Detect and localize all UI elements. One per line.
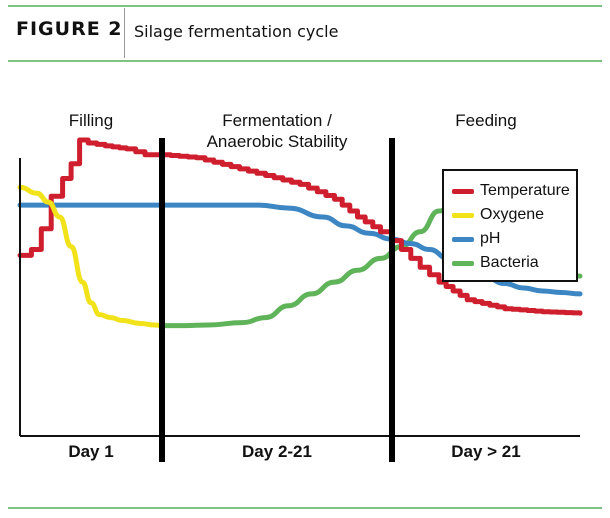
header-bottom-rule: [8, 60, 602, 62]
legend-label-temperature: Temperature: [480, 182, 570, 199]
top-rule: [8, 5, 602, 7]
phase-label-1-line-1: Filling: [69, 111, 113, 130]
x-tick-label-2: Day 2-21: [242, 442, 312, 461]
legend: Temperature Oxygene pH Bacteria: [442, 169, 578, 282]
header-separator: [124, 8, 125, 58]
x-tick-label-3: Day > 21: [451, 442, 520, 461]
chart-area: Filling Fermentation / Anaerobic Stability…: [17, 111, 583, 462]
legend-label-ph: pH: [480, 230, 501, 247]
figure-title: Silage fermentation cycle: [134, 22, 339, 41]
series-line-temperature: [17, 137, 583, 316]
legend-item-bacteria: Bacteria: [452, 251, 576, 275]
legend-swatch-temperature: [452, 188, 474, 194]
figure-label: FIGURE 2: [16, 18, 123, 40]
legend-label-bacteria: Bacteria: [480, 254, 539, 271]
x-tick-label-1: Day 1: [68, 442, 113, 461]
series-line-ph: [17, 202, 583, 297]
legend-swatch-ph: [452, 236, 474, 242]
phase-label-2-line-1: Fermentation /: [222, 111, 332, 130]
legend-item-temperature: Temperature: [452, 179, 576, 203]
phase-label-2-line-2: Anaerobic Stability: [207, 132, 348, 151]
series-line-oxygene: [17, 184, 165, 329]
legend-item-oxygene: Oxygene: [452, 203, 576, 227]
phase-label-3-line-1: Feeding: [455, 111, 516, 130]
bottom-rule: [8, 507, 602, 509]
legend-item-ph: pH: [452, 227, 576, 251]
legend-swatch-oxygene: [452, 212, 474, 218]
legend-label-oxygene: Oxygene: [480, 206, 545, 223]
legend-swatch-bacteria: [452, 260, 474, 266]
